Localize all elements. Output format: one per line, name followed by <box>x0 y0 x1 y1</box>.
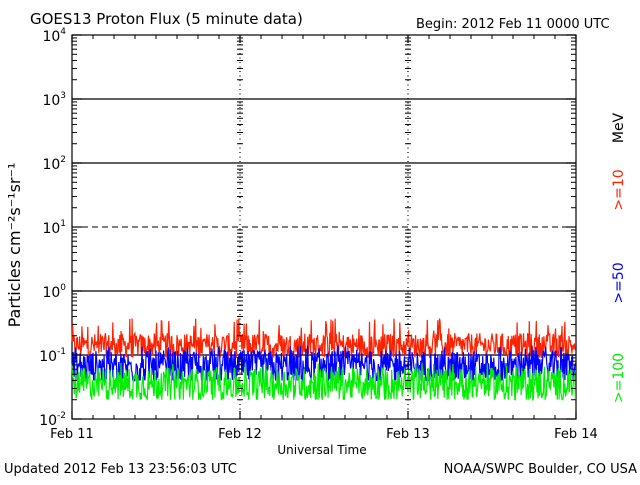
x-tick-label: Feb 11 <box>50 427 94 442</box>
legend-ge50: >=50 <box>611 262 627 303</box>
y-axis-label: Particles cm⁻²s⁻¹sr⁻¹ <box>5 163 24 328</box>
y-tick-label: 10-1 <box>39 347 66 365</box>
legend-ge100: >=100 <box>611 353 627 403</box>
x-axis-label: Universal Time <box>277 443 366 457</box>
legend-ge10: >=10 <box>611 169 627 210</box>
x-tick-label: Feb 14 <box>554 427 598 442</box>
y-tick-label: 104 <box>42 27 66 45</box>
series-line-ge50 <box>71 345 576 383</box>
series-line-ge10 <box>71 318 576 361</box>
y-tick-label: 103 <box>42 91 66 109</box>
y-tick-label: 101 <box>42 219 66 237</box>
series-line-ge100 <box>71 362 576 402</box>
x-tick-label: Feb 13 <box>386 427 430 442</box>
credit: NOAA/SWPC Boulder, CO USA <box>444 462 637 477</box>
x-tick-label: Feb 12 <box>218 427 262 442</box>
updated-timestamp: Updated 2012 Feb 13 23:56:03 UTC <box>4 462 237 477</box>
begin-time: Begin: 2012 Feb 11 0000 UTC <box>416 17 610 32</box>
y-tick-label: 10-2 <box>39 411 66 429</box>
chart-title: GOES13 Proton Flux (5 minute data) <box>30 10 303 28</box>
series-group <box>71 318 576 402</box>
y-tick-label: 102 <box>42 155 66 173</box>
energy-unit-label: MeV <box>611 112 627 143</box>
y-tick-label: 100 <box>42 283 66 301</box>
